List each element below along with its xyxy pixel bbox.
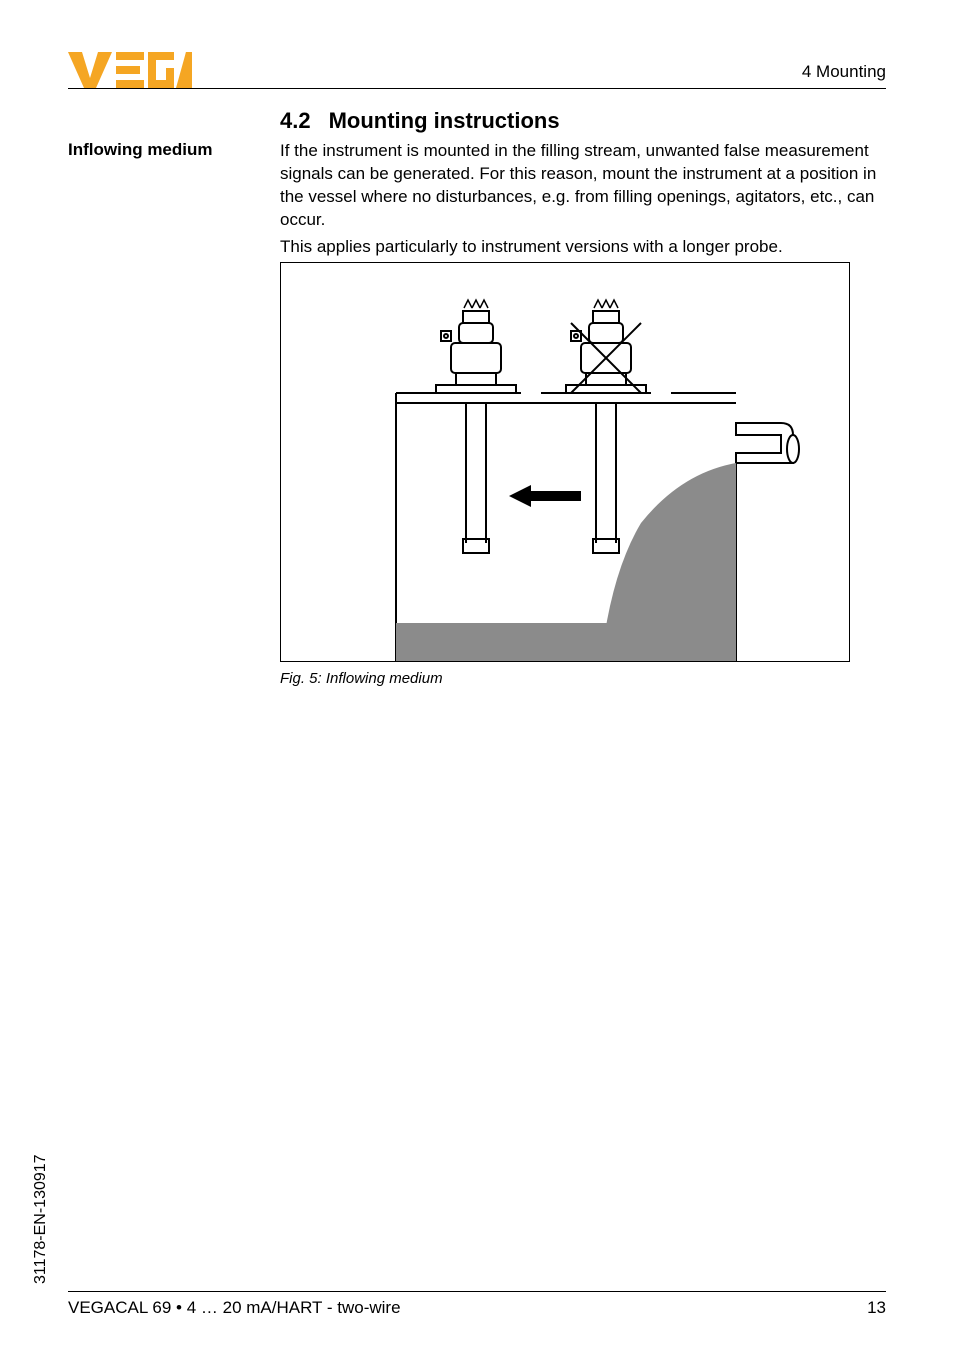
margin-label: Inflowing medium [68, 140, 213, 160]
header-rule [68, 88, 886, 89]
footer-rule [68, 1291, 886, 1292]
section-title: Mounting instructions [329, 108, 560, 133]
header-chapter: 4 Mounting [802, 62, 886, 82]
footer-product: VEGACAL 69 • 4 … 20 mA/HART - two-wire [68, 1298, 401, 1318]
figure-inflowing-medium [280, 262, 850, 662]
section-number: 4.2 [280, 108, 311, 133]
body-paragraph-2: This applies particularly to instrument … [280, 236, 886, 259]
document-id: 31178-EN-130917 [32, 1154, 50, 1284]
page-number: 13 [867, 1298, 886, 1318]
body-paragraph-1: If the instrument is mounted in the fill… [280, 140, 886, 232]
figure-caption: Fig. 5: Inflowing medium [280, 670, 443, 687]
section-heading: 4.2 Mounting instructions [280, 108, 560, 134]
